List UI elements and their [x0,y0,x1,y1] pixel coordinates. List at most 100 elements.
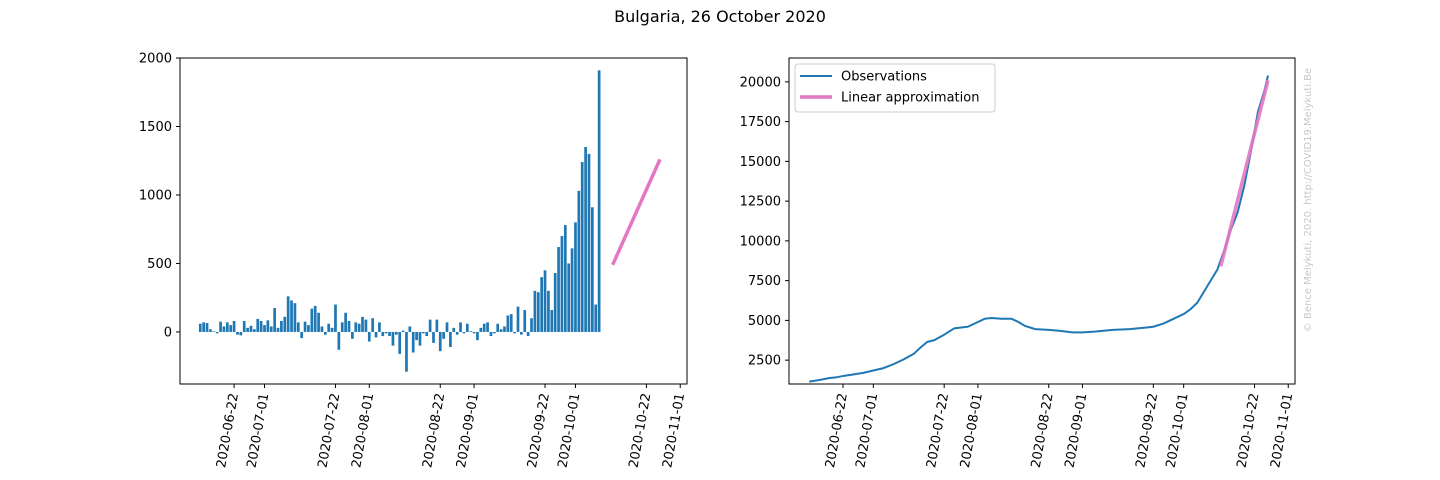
linear-approximation-line [1219,79,1270,267]
bar [307,325,310,332]
bar [205,323,209,332]
bar [445,322,449,332]
bar [449,331,452,348]
bar [273,307,276,332]
bar [219,321,222,332]
bar [536,292,540,332]
bar [459,322,462,332]
chart1-frame [788,57,1296,385]
bar [242,320,246,332]
bar [513,331,516,334]
bar [239,331,243,336]
bar [249,325,253,332]
bar [452,327,456,332]
x-tick-label: 2020-11-01 [1268,392,1296,469]
x-tick-label: 2020-09-01 [454,392,482,469]
bar [574,222,577,332]
x-tick-label: 2020-09-01 [1063,392,1091,469]
bar [334,304,337,332]
bar [290,300,293,332]
bar [320,326,324,332]
bar [540,277,544,332]
bar [222,326,226,332]
bar [570,248,574,332]
x-tick-label: 2020-06-22 [214,392,242,469]
bar [465,323,469,332]
bar [236,331,239,335]
bar [384,331,388,334]
bar [597,70,601,332]
y-tick-label: 1000 [139,188,172,203]
bar [533,290,537,332]
y-tick-label: 17500 [740,115,781,130]
x-tick-label: 2020-07-22 [316,392,344,469]
bar [398,331,402,354]
bar [587,153,591,332]
bar [310,308,314,332]
bar [476,331,479,341]
y-tick-label: 7500 [748,274,781,289]
x-tick-label: 2020-06-22 [823,392,851,469]
y-tick-label: 1500 [139,120,172,135]
x-tick-label: 2020-10-22 [1235,392,1263,469]
x-tick-label: 2020-07-01 [853,392,881,469]
bar [435,319,439,332]
bar [317,312,320,332]
x-tick-label: 2020-08-22 [1029,392,1057,469]
y-tick-label: 0 [164,325,172,340]
bar [503,326,506,332]
bar [330,327,334,332]
chart1-marks [809,75,1270,383]
x-tick-label: 2020-11-01 [660,392,688,469]
bar [374,331,378,338]
bar [394,331,398,335]
bar [354,322,358,332]
bar [489,331,493,337]
bar [212,331,216,332]
bar [496,323,500,332]
bar [266,320,270,332]
bar [499,329,503,332]
bar [547,290,550,332]
bar [280,320,283,332]
linear-approximation-line [611,158,662,266]
y-tick-label: 2500 [748,354,781,369]
bar [246,327,249,332]
x-tick-label: 2020-08-22 [420,392,448,469]
bar [269,326,273,332]
bar [361,316,364,332]
bar [405,331,408,372]
bar [580,162,584,332]
bar [286,296,290,332]
legend-linear-approximation-label: Linear approximation [841,91,979,106]
cumulative-cases-line-chart: 2500 5000 7500 10000 12500 15000 17500 20000 20… [740,57,1296,469]
bar [232,320,236,332]
bar [351,331,354,339]
bar [276,327,280,332]
chart1-legend: Observations Linear approximation [794,63,996,113]
bar [337,331,341,350]
bar [563,225,567,332]
watermark: © Bence Melykuti, 2020. http://COVID19.M… [1303,68,1314,332]
bar [479,327,483,332]
x-tick-label: 2020-10-22 [626,392,654,469]
bar [283,316,287,332]
chart1-x-axis: 2020-06-22 2020-07-01 2020-07-22 2020-08-01… [823,384,1296,469]
x-tick-label: 2020-09-22 [525,392,553,469]
bar [401,330,405,332]
bar [543,270,547,332]
bar [550,310,554,332]
bar [432,331,435,343]
bar [263,325,266,332]
bar [530,318,533,332]
bar [357,323,361,332]
bar [553,273,557,332]
x-tick-label: 2020-08-01 [958,392,986,469]
bar [229,325,233,332]
bar [296,322,300,332]
bar [293,303,297,332]
bar [584,147,587,332]
bar [516,306,520,332]
